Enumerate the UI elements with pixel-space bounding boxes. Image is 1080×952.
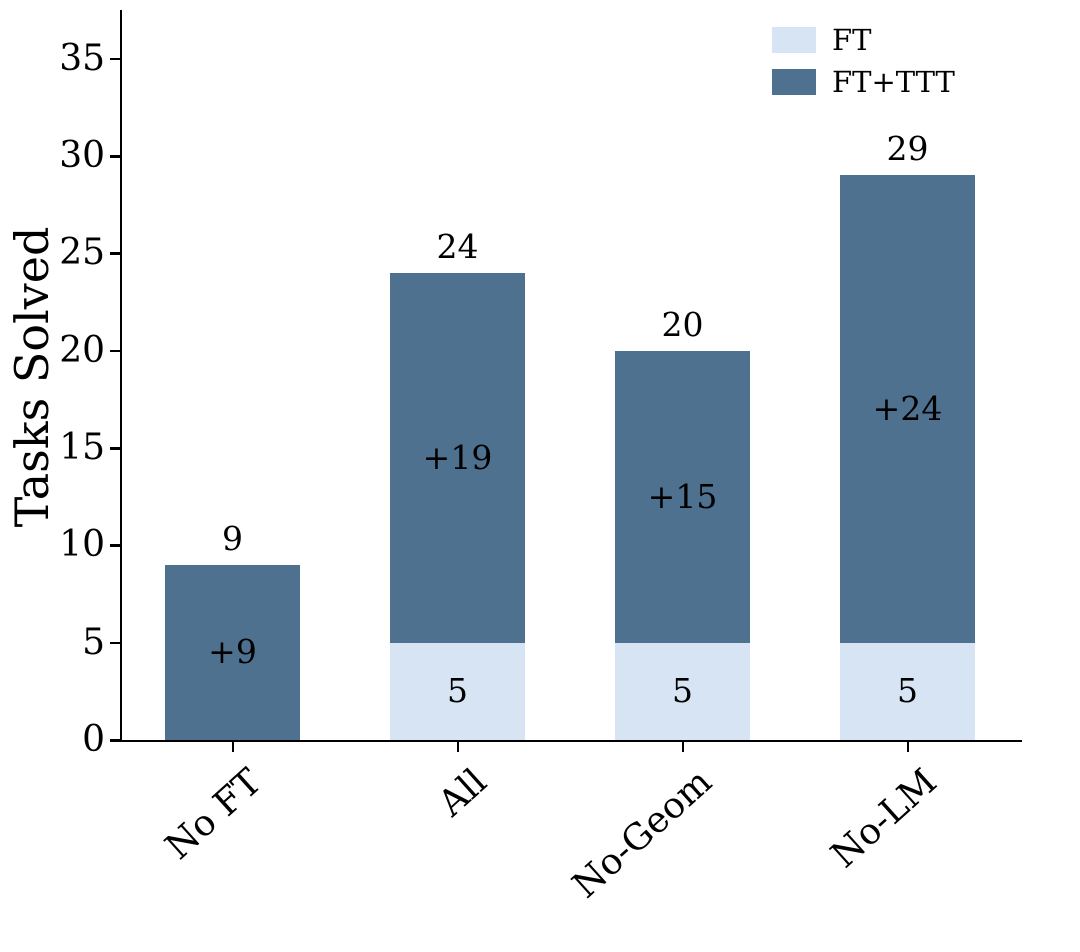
bar-total-label: 24 [436,226,479,266]
legend-swatch [772,27,816,53]
x-tick-mark [456,742,459,752]
x-tick-label: No FT [157,761,270,868]
y-tick-mark [110,739,120,742]
y-tick-mark [110,641,120,645]
legend-row: FT+TTT [772,67,955,97]
legend-label: FT+TTT [832,65,955,99]
bar-segment-label: 5 [447,671,468,711]
bar-segment-ft-ttt [165,564,300,740]
bar-segment-label: 5 [672,671,693,711]
y-tick-label: 20 [59,329,105,371]
bar-segment-label: +24 [872,389,943,429]
bar-total-label: 9 [222,518,243,558]
plot-area [120,10,1022,742]
y-tick-mark [110,544,120,547]
y-tick-mark [110,155,120,158]
stacked-bar-chart: Tasks Solved FT FT+TTT 0 5 10 15 20 25 30 35 +9 9 N… [5,10,1022,907]
bar-segment-label: +19 [422,437,493,477]
y-tick-mark [110,57,120,61]
y-tick-label: 35 [59,37,105,79]
y-tick-label: 5 [82,621,105,663]
bar-segment-ft-ttt [390,272,525,643]
bar-segment-ft-ttt [615,350,750,643]
x-tick-label: No-Geom [564,761,720,907]
bar-segment-ft [615,642,750,740]
legend: FT FT+TTT [772,25,955,97]
x-tick-mark [231,742,234,752]
bar-segment-ft [390,642,525,740]
legend-label: FT [832,23,872,57]
y-tick-mark [110,349,120,353]
x-tick-mark [906,742,909,752]
x-tick-label: No-LM [823,761,945,877]
y-tick-label: 25 [59,232,105,274]
y-tick-mark [110,447,120,450]
bar-segment-label: 5 [897,671,918,711]
y-tick-mark [110,252,120,255]
y-tick-label: 15 [59,427,105,468]
bar-segment-ft-ttt [840,175,975,643]
bar-segment-label: +15 [647,476,718,516]
x-tick-label: All [430,761,495,825]
y-tick-label: 10 [59,524,105,566]
x-tick-mark [681,742,684,752]
bar-total-label: 20 [661,304,704,344]
bar-segment-ft [840,642,975,740]
y-tick-label: 0 [82,719,105,760]
y-tick-label: 30 [59,135,105,176]
legend-swatch [772,69,816,95]
bar-total-label: 29 [886,129,929,169]
bar-segment-label: +9 [208,632,257,672]
legend-row: FT [772,25,955,55]
